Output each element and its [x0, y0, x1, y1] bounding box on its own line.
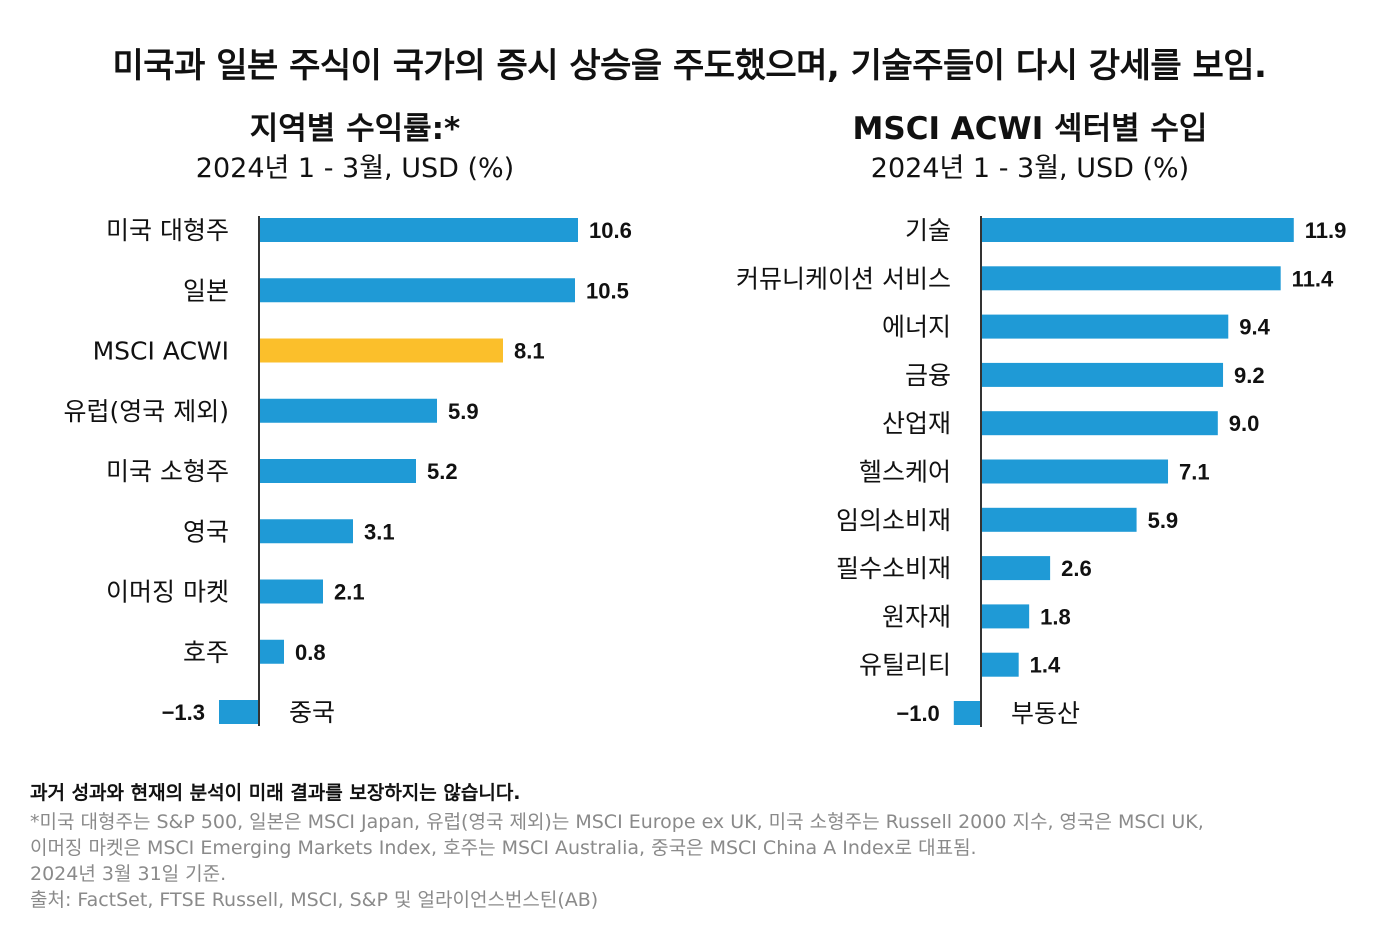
footnotes: 과거 성과와 현재의 분석이 미래 결과를 보장하지는 않습니다. *미국 대형… [30, 778, 1350, 913]
regional-bar [260, 338, 503, 363]
sector-bar [982, 652, 1019, 677]
sector-bar [982, 218, 1294, 242]
regional-category-label: MSCI ACWI [93, 337, 229, 366]
regional-value-label: 5.9 [448, 399, 479, 424]
sector-value-label: 9.2 [1234, 363, 1265, 388]
sector-bar [953, 701, 980, 725]
sector-category-label: 부동산 [1011, 699, 1080, 728]
sector-chart-subtitle: 2024년 1 - 3월, USD (%) [870, 153, 1190, 184]
sector-category-label: 헬스케어 [859, 458, 951, 487]
source-line: 출처: FactSet, FTSE Russell, MSCI, S&P 및 얼… [30, 889, 599, 911]
regional-category-label: 중국 [289, 698, 335, 727]
regional-value-label: 2.1 [334, 580, 365, 605]
sector-category-label: 에너지 [882, 313, 951, 342]
sector-bar [982, 507, 1137, 532]
sector-bar [982, 362, 1224, 387]
regional-value-label: 10.5 [586, 278, 629, 303]
sector-value-label: 1.4 [1030, 653, 1061, 678]
regional-category-label: 영국 [183, 517, 229, 546]
sector-value-label: 7.1 [1179, 460, 1210, 485]
sector-value-label: 9.4 [1239, 315, 1270, 340]
sector-value-label: 9.0 [1229, 411, 1260, 436]
main-title: 미국과 일본 주식이 국가의 증시 상승을 주도했으며, 기술주들이 다시 강세… [112, 46, 1267, 86]
sector-category-label: 산업재 [882, 409, 951, 438]
sector-value-label: −1.0 [896, 701, 939, 726]
regional-value-label: 0.8 [295, 640, 326, 665]
regional-bar [260, 639, 284, 664]
regional-bar [260, 398, 437, 423]
regional-value-label: 3.1 [364, 519, 395, 544]
sector-bar [982, 411, 1218, 436]
sector-bar [982, 266, 1281, 291]
sector-category-label: 필수소비재 [836, 554, 951, 583]
sector-value-label: 5.9 [1148, 508, 1179, 533]
sector-category-label: 임의소비재 [836, 506, 951, 535]
regional-chart-title: 지역별 수익률:* [249, 111, 461, 147]
regional-value-label: 10.6 [589, 218, 632, 243]
sector-category-label: 커뮤니케이션 서비스 [736, 264, 951, 293]
regional-value-label: 8.1 [514, 339, 545, 364]
regional-category-label: 이머징 마켓 [106, 578, 229, 607]
regional-category-label: 미국 소형주 [106, 457, 229, 486]
sector-value-label: 2.6 [1061, 556, 1092, 581]
sector-chart-title: MSCI ACWI 섹터별 수입 [852, 111, 1208, 147]
regional-bar [219, 700, 258, 724]
sector-category-label: 원자재 [882, 602, 951, 631]
footnote-line: *미국 대형주는 S&P 500, 일본은 MSCI Japan, 유럽(영국 … [30, 811, 1204, 833]
sector-bar [982, 459, 1169, 484]
regional-value-label: −1.3 [162, 700, 205, 725]
regional-bar [260, 519, 353, 544]
regional-bar [260, 218, 578, 242]
sector-value-label: 11.4 [1292, 266, 1334, 291]
regional-value-label: 5.2 [427, 459, 458, 484]
sector-returns-chart: 기술 11.9 커뮤니케이션 서비스 11.4 에너지 9.4 금융 9.2 산업재 9.0 헬스케… [736, 216, 1347, 728]
regional-returns-chart: 미국 대형주 10.6 일본 10.5 MSCI ACWI 8.1 유럽(영국 제외) 5.9… [64, 216, 632, 727]
footnote-line: 2024년 3월 31일 기준. [30, 863, 227, 885]
sector-category-label: 금융 [905, 361, 951, 390]
regional-bar [260, 278, 575, 303]
sector-bar [982, 604, 1030, 629]
regional-category-label: 미국 대형주 [106, 216, 229, 245]
disclaimer-text: 과거 성과와 현재의 분석이 미래 결과를 보장하지는 않습니다. [30, 782, 521, 804]
regional-bar [260, 459, 416, 483]
sector-bar [982, 556, 1051, 581]
footnote-line: 이머징 마켓은 MSCI Emerging Markets Index, 호주는… [30, 837, 977, 859]
sector-bar [982, 314, 1229, 339]
regional-category-label: 호주 [183, 638, 229, 667]
sector-value-label: 11.9 [1305, 218, 1347, 243]
regional-bar [260, 579, 323, 604]
regional-category-label: 유럽(영국 제외) [64, 397, 229, 426]
regional-chart-subtitle: 2024년 1 - 3월, USD (%) [195, 153, 515, 184]
sector-category-label: 기술 [905, 216, 951, 245]
sector-value-label: 1.8 [1040, 604, 1071, 629]
regional-category-label: 일본 [183, 276, 229, 305]
sector-category-label: 유틸리티 [859, 651, 951, 680]
